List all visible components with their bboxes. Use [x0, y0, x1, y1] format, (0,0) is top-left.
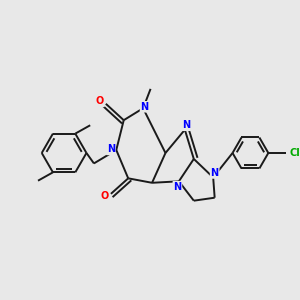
Text: O: O [96, 96, 104, 106]
Text: O: O [101, 191, 109, 201]
Text: N: N [211, 168, 219, 178]
Text: N: N [107, 144, 115, 154]
Text: N: N [173, 182, 181, 192]
Text: N: N [140, 102, 149, 112]
Text: Cl: Cl [289, 148, 300, 158]
Text: N: N [182, 120, 190, 130]
